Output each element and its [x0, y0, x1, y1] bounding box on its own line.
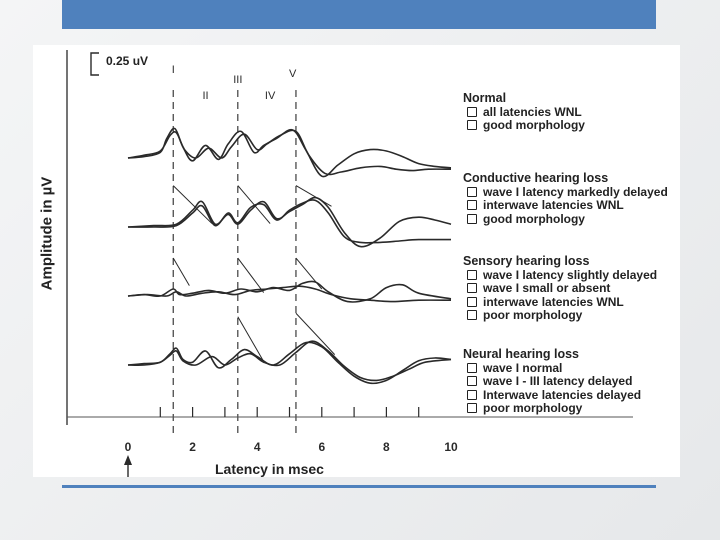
x-tick-label-6: 6	[318, 440, 325, 454]
wave-label-IV: IV	[265, 90, 276, 102]
legend-title: Sensory hearing loss	[463, 254, 590, 268]
latency-shift-indicator-5	[237, 257, 265, 293]
latency-shift-indicator-6	[172, 257, 190, 286]
waveform-conductive-hearing-loss-2	[127, 199, 452, 244]
legend-item-text: poor morphology	[483, 401, 583, 415]
slide-bottom-accent-rule	[62, 485, 656, 488]
legend-item-text: Interwave latencies delayed	[483, 387, 642, 402]
legend-group-neural-hearing-loss: Neural hearing loss wave I normal wave I -…	[463, 347, 642, 416]
checkbox-icon	[467, 106, 477, 117]
legend-item-text: interwave latencies WNL	[483, 294, 624, 309]
legend-item: good morphology	[463, 211, 668, 227]
legend-item-text: interwave latencies WNL	[483, 198, 624, 212]
legend-item-text: good morphology	[483, 211, 585, 226]
legend-group-sensory-hearing-loss: Sensory hearing loss wave I latency sligh…	[463, 254, 658, 323]
x-tick-label-8: 8	[383, 440, 390, 454]
legend-item-text: wave I latency markedly delayed	[483, 184, 668, 199]
checkbox-icon	[467, 269, 477, 280]
checkbox-icon	[467, 362, 477, 373]
stimulus-onset-arrow-icon	[124, 455, 132, 465]
waveform-sensory-hearing-loss-1	[127, 280, 452, 303]
x-tick-label-10: 10	[444, 440, 458, 454]
legend-item: wave I latency slightly delayed	[463, 267, 658, 283]
x-tick-label-4: 4	[254, 440, 261, 454]
amplitude-scale-bracket	[90, 52, 99, 76]
wave-label-II: II	[202, 90, 208, 102]
x-axis-label: Latency in msec	[215, 461, 324, 477]
waveform-conductive-hearing-loss-1	[127, 196, 452, 248]
legend-item-text: wave I small or absent	[483, 281, 611, 295]
checkbox-icon	[467, 296, 477, 307]
checkbox-icon	[467, 120, 477, 130]
legend-item: interwave latencies WNL	[463, 294, 657, 310]
checkbox-icon	[467, 186, 477, 197]
waveform-neural-hearing-loss-1	[127, 341, 452, 385]
legend-item-text: good morphology	[483, 118, 585, 132]
waveform-sensory-hearing-loss-2	[127, 285, 452, 303]
legend-item: wave I - III latency delayed	[463, 374, 641, 389]
legend-item: all latencies WNL	[463, 104, 585, 120]
checkbox-icon	[467, 213, 477, 224]
legend-item-text: wave I - III latency delayed	[483, 374, 633, 388]
legend-item: poor morphology	[463, 401, 641, 416]
amplitude-scale-label: 0.25 uV	[106, 54, 149, 68]
wave-label-I: I	[172, 64, 175, 76]
wave-label-III: III	[233, 74, 242, 86]
legend-group-normal: Normal all latencies WNL good morphology	[463, 91, 585, 133]
y-axis-label: Amplitude in µV	[38, 176, 56, 291]
wave-label-V: V	[289, 68, 297, 80]
legend-item: wave I normal	[463, 360, 641, 376]
legend-title: Conductive hearing loss	[463, 171, 609, 185]
checkbox-icon	[467, 389, 477, 400]
checkbox-icon	[467, 376, 477, 386]
latency-shift-indicator-7	[295, 312, 336, 355]
legend-item-text: poor morphology	[483, 308, 583, 322]
legend-item: wave I latency markedly delayed	[463, 184, 668, 200]
legend-item: Interwave latencies delayed	[463, 387, 642, 403]
legend-item-text: wave I latency slightly delayed	[483, 267, 658, 282]
waveform-normal-1	[127, 127, 452, 178]
waveform-normal-2	[127, 129, 452, 176]
checkbox-icon	[467, 403, 477, 413]
x-tick-label-2: 2	[189, 440, 196, 454]
checkbox-icon	[467, 310, 477, 320]
legend-item-text: all latencies WNL	[483, 104, 582, 119]
legend-group-conductive-hearing-loss: Conductive hearing loss wave I latency ma…	[463, 171, 668, 227]
legend-item: wave I small or absent	[463, 281, 657, 296]
legend-item-text: wave I normal	[483, 360, 563, 375]
latency-shift-indicator-2	[237, 185, 271, 224]
legend-item: interwave latencies WNL	[463, 198, 668, 213]
slide-top-accent-bar	[62, 0, 656, 29]
latency-shift-indicator-3	[295, 185, 332, 207]
latency-shift-indicator-4	[295, 257, 323, 290]
checkbox-icon	[467, 200, 477, 210]
legend-item: good morphology	[463, 118, 585, 133]
checkbox-icon	[467, 283, 477, 293]
legend-title: Normal	[463, 91, 507, 105]
waveform-neural-hearing-loss-2	[127, 340, 452, 382]
legend-item: poor morphology	[463, 308, 657, 323]
latency-shift-indicator-1	[172, 185, 213, 224]
legend-title: Neural hearing loss	[463, 347, 580, 361]
abr-waveform-figure: I II III IV V 0 2 4 6 8 10 Amplitude in µV 0.25 uV…	[33, 45, 680, 477]
x-tick-label-0: 0	[125, 440, 132, 454]
latency-shift-indicator-8	[237, 316, 265, 362]
